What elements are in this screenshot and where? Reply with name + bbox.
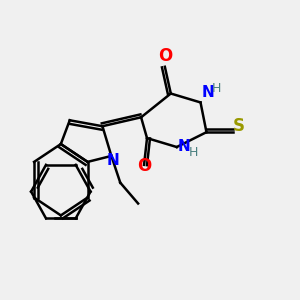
Text: S: S — [233, 117, 245, 135]
Text: N: N — [106, 153, 119, 168]
Text: H: H — [212, 82, 222, 95]
Text: O: O — [158, 47, 172, 65]
Text: H: H — [188, 146, 198, 159]
Text: N: N — [202, 85, 214, 100]
Text: O: O — [137, 157, 151, 175]
Text: N: N — [178, 140, 190, 154]
